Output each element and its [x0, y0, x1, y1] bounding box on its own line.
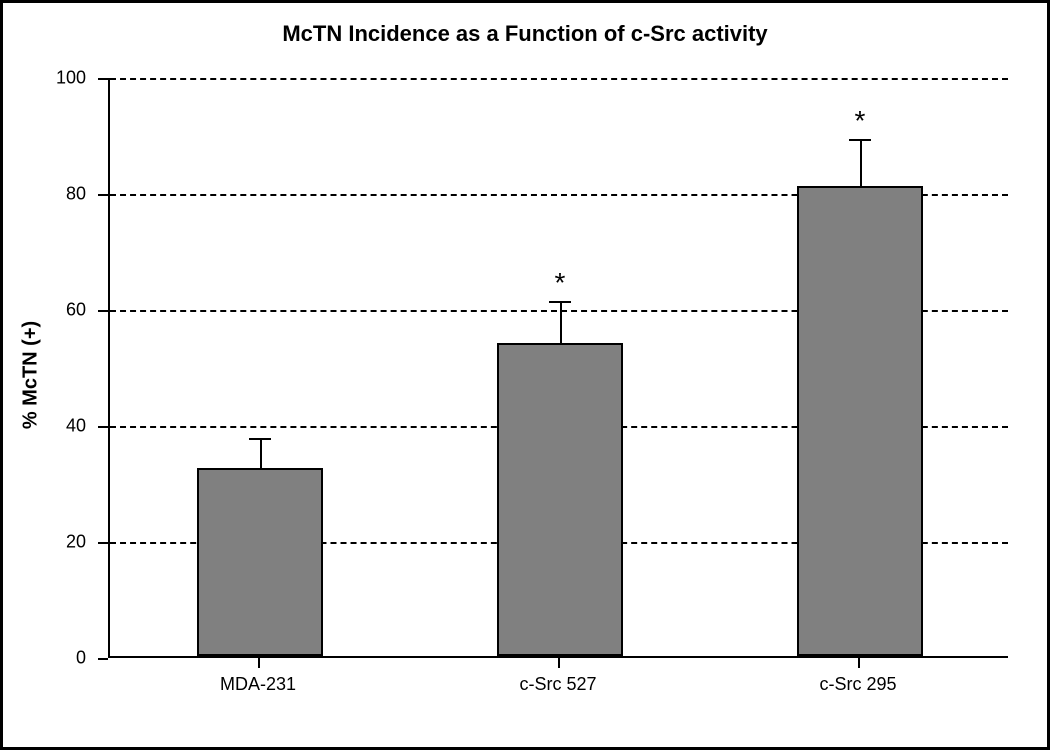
significance-marker: * [855, 105, 866, 137]
error-bar-cap [849, 139, 871, 141]
x-tick-label: c-Src 527 [519, 674, 596, 695]
y-tick-label: 20 [66, 532, 86, 553]
significance-marker: * [555, 267, 566, 299]
y-tick-label: 0 [76, 648, 86, 669]
y-tick-mark [98, 542, 108, 544]
x-tick-label: MDA-231 [220, 674, 296, 695]
chart-frame: McTN Incidence as a Function of c-Src ac… [0, 0, 1050, 750]
gridline [110, 78, 1008, 80]
bar [497, 343, 623, 656]
error-bar-stem [860, 139, 862, 188]
x-tick-mark [558, 658, 560, 668]
x-tick-mark [258, 658, 260, 668]
y-tick-label: 40 [66, 416, 86, 437]
chart-title: McTN Incidence as a Function of c-Src ac… [3, 21, 1047, 47]
bar [197, 468, 323, 657]
error-bar-stem [260, 438, 262, 470]
x-tick-label: c-Src 295 [819, 674, 896, 695]
y-tick-mark [98, 78, 108, 80]
bar [797, 186, 923, 656]
y-tick-mark [98, 194, 108, 196]
plot-area: ** [108, 78, 1008, 658]
y-tick-mark [98, 426, 108, 428]
y-axis-label: % McTN (+) [20, 321, 43, 429]
y-tick-mark [98, 658, 108, 660]
x-tick-mark [858, 658, 860, 668]
error-bar-cap [249, 438, 271, 440]
y-tick-label: 60 [66, 300, 86, 321]
error-bar-stem [560, 301, 562, 345]
y-tick-label: 80 [66, 184, 86, 205]
y-tick-mark [98, 310, 108, 312]
y-tick-label: 100 [56, 68, 86, 89]
error-bar-cap [549, 301, 571, 303]
